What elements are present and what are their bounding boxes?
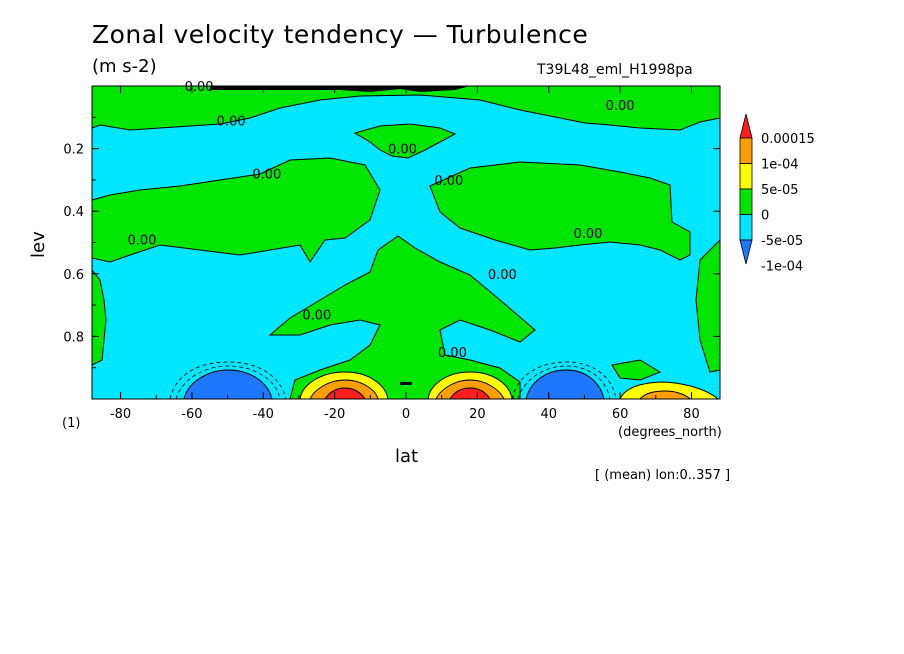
colorbar-band xyxy=(739,137,753,164)
colorbar-arrow-bottom xyxy=(739,239,753,265)
x-tick-label: 80 xyxy=(683,407,700,422)
contour-labels: 0.00 0.00 0.00 0.00 0.00 0.00 0.00 0.00 0.00 0.00… xyxy=(127,80,634,361)
contour-label: 0.00 xyxy=(127,233,156,248)
contour-label: 0.00 xyxy=(434,174,463,189)
run-id-label: T39L48_eml_H1998pa xyxy=(537,62,693,78)
y-tick-label: 0.2 xyxy=(63,143,84,158)
y-axis: 0.2 0.4 0.6 0.8 xyxy=(63,116,720,400)
region-surface-highlat-north-orange xyxy=(638,390,692,400)
contour-label: 0.00 xyxy=(252,168,281,183)
chart-title: Zonal velocity tendency — Turbulence xyxy=(92,20,589,49)
contour-label: 0.00 xyxy=(302,308,331,323)
colorbar-band xyxy=(739,214,753,241)
x-tick-label: -20 xyxy=(324,407,345,422)
region-upper-south xyxy=(91,157,381,263)
panel-index: (1) xyxy=(62,416,81,431)
x-tick-label: -40 xyxy=(253,407,274,422)
region-equatorial-cap xyxy=(353,123,457,159)
contour-label: 0.00 xyxy=(388,143,417,158)
y-tick-label: 0.6 xyxy=(63,268,84,283)
colorbar-label: 0 xyxy=(761,209,769,224)
y-axis-label: lev xyxy=(28,231,49,258)
region-lower-tropics xyxy=(268,235,536,400)
colorbar-arrow-top xyxy=(739,113,753,139)
region-upper-north xyxy=(429,161,691,261)
x-tick-label: -60 xyxy=(181,407,202,422)
x-unit-label: (degrees_north) xyxy=(618,425,722,440)
top-contour-cluster xyxy=(210,86,470,92)
region-island-60 xyxy=(611,359,662,381)
x-axis: -80 -60 -40 -20 0 20 40 60 80 xyxy=(110,86,700,422)
region-surface-subtropics-north-red xyxy=(449,387,491,400)
colorbar-label: 1e-04 xyxy=(761,158,799,173)
x-tick-label: 0 xyxy=(402,407,410,422)
contour-label: 0.00 xyxy=(185,80,214,95)
region-top-band xyxy=(91,85,721,131)
contour-dash xyxy=(400,382,412,385)
x-tick-label: 20 xyxy=(469,407,486,422)
colorbar-label: 5e-05 xyxy=(761,183,799,198)
contour-label: 0.00 xyxy=(217,114,246,129)
y-tick-label: 0.8 xyxy=(63,330,84,345)
x-tick-label: -80 xyxy=(110,407,131,422)
contour-label: 0.00 xyxy=(606,99,635,114)
colorbar-label: -1e-04 xyxy=(761,260,803,275)
dashed-negative-contours xyxy=(169,361,617,400)
colorbar: 0.00015 1e-04 5e-05 0 -5e-05 -1e-04 xyxy=(739,113,815,275)
region-surface-midlat-north xyxy=(525,369,605,400)
contour-label: 0.00 xyxy=(438,346,467,361)
colorbar-label: -5e-05 xyxy=(761,234,803,249)
contour-label: 0.00 xyxy=(488,268,517,283)
plot-area: 0.00 0.00 0.00 0.00 0.00 0.00 0.00 0.00 0.00 0.00… xyxy=(91,80,721,400)
region-surface-midlat-south xyxy=(183,369,273,400)
x-tick-label: 60 xyxy=(612,407,629,422)
colorbar-label: 0.00015 xyxy=(761,132,815,147)
y-tick-label: 0.4 xyxy=(63,205,84,220)
colorbar-band xyxy=(739,188,753,215)
x-tick-label: 40 xyxy=(540,407,557,422)
colorbar-band xyxy=(739,163,753,190)
x-axis-label: lat xyxy=(395,446,419,467)
mean-note: [ (mean) lon:0..357 ] xyxy=(595,468,731,483)
contour-label: 0.00 xyxy=(574,227,603,242)
units-label: (m s-2) xyxy=(92,56,157,77)
